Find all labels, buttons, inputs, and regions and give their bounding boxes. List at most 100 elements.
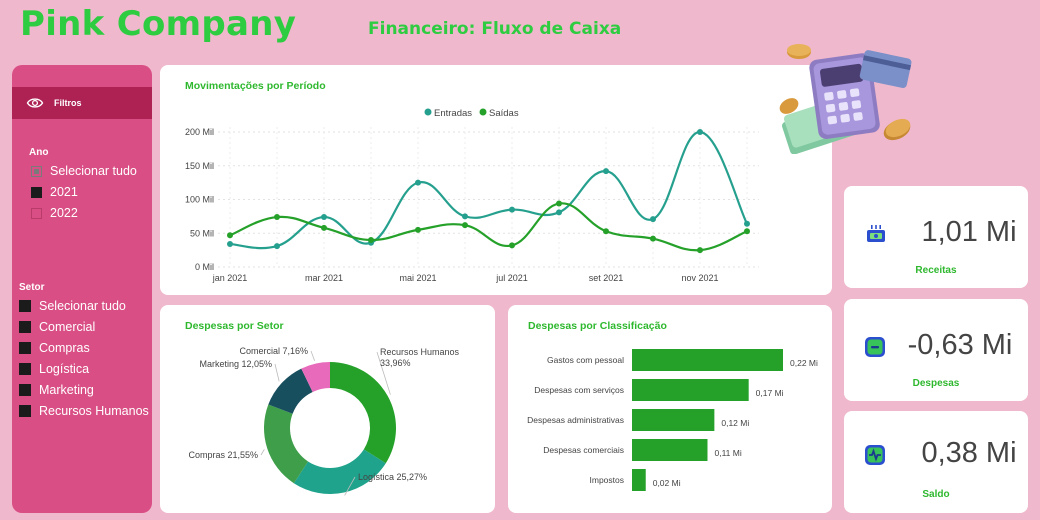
y-tick-label: 200 Mil [185, 127, 214, 137]
page-subtitle: Financeiro: Fluxo de Caixa [368, 19, 622, 39]
data-point [603, 168, 609, 175]
donut-slice [330, 362, 396, 464]
filters-header[interactable]: Filtros [12, 87, 152, 119]
kpi-receitas-label: Receitas [915, 265, 957, 276]
kpi-receitas-value: 1,01 Mi [921, 216, 1017, 248]
checkbox-checked[interactable] [19, 300, 31, 312]
series-line [229, 202, 748, 252]
bar-value-label: 0,17 Mi [756, 388, 784, 398]
data-point [415, 179, 421, 186]
data-point [509, 242, 515, 249]
data-point [462, 222, 468, 229]
data-point [321, 224, 327, 231]
kpi-despesas-card: -0,63 Mi Despesas [844, 299, 1028, 401]
slice-label: Compras 21,55% [188, 450, 258, 460]
bar [632, 349, 783, 371]
data-point [697, 247, 703, 254]
donut-slice [268, 368, 313, 414]
bar-category-label: Despesas com serviços [534, 385, 624, 395]
kpi-despesas-value: -0,63 Mi [907, 329, 1013, 361]
page-title: Pink Company [20, 4, 297, 44]
checkbox-partial[interactable] [31, 165, 42, 177]
despesas-classificacao-bar-chart: Gastos com pessoal 0,22 Mi Despesas com se… [527, 349, 818, 491]
legend-marker [479, 108, 487, 116]
despesas-setor-donut-chart: Recursos Humanos 33,96% Logística 25,27% Co… [188, 346, 460, 496]
x-tick-label: mai 2021 [399, 273, 436, 283]
pulse-icon [865, 445, 885, 465]
setor-filter-title: Setor [19, 282, 45, 293]
setor-option-marketing[interactable]: Marketing [19, 383, 94, 397]
checkbox-empty[interactable] [31, 207, 42, 219]
data-point [697, 129, 703, 135]
y-tick-label: 50 Mil [190, 228, 214, 238]
bar-value-label: 0,11 Mi [715, 448, 742, 458]
data-point [650, 216, 656, 223]
ano-option-2021[interactable]: 2021 [31, 185, 78, 199]
checkbox-checked[interactable] [19, 405, 31, 417]
data-point [321, 214, 327, 221]
slice-label: Logística 25,27% [358, 472, 427, 482]
data-point [415, 226, 421, 233]
data-point [462, 213, 468, 220]
setor-option-select-all[interactable]: Selecionar tudo [19, 299, 126, 313]
x-tick-label: nov 2021 [681, 273, 718, 283]
x-tick-label: mar 2021 [305, 273, 343, 283]
filters-label: Filtros [54, 98, 82, 108]
legend-label: Saídas [489, 108, 519, 119]
bar-category-label: Despesas administrativas [527, 415, 624, 425]
setor-option-logistica[interactable]: Logística [19, 362, 89, 376]
label-leader [344, 476, 356, 496]
y-tick-label: 100 Mil [185, 195, 214, 205]
kpi-receitas-card: 1,01 Mi Receitas [844, 186, 1028, 288]
data-point [227, 241, 233, 248]
label-leader [274, 363, 280, 382]
checkbox-checked[interactable] [19, 342, 31, 354]
checkbox-checked[interactable] [19, 363, 31, 375]
legend-label: Entradas [434, 108, 472, 119]
data-point [650, 235, 656, 242]
movimentacoes-card: Movimentações por Período 0 Mil 50 Mil 100… [160, 65, 832, 295]
filters-panel: Filtros Ano Selecionar tudo 2021 2022 Se… [12, 65, 152, 513]
slice-label-line: Recursos Humanos [380, 347, 460, 357]
despesas-classificacao-card: Despesas por Classificação Gastos com pe… [508, 305, 832, 513]
bar [632, 409, 715, 431]
x-tick-label: jul 2021 [495, 273, 528, 283]
data-point [509, 206, 515, 213]
x-tick-label: jan 2021 [212, 273, 248, 283]
checkbox-checked[interactable] [19, 321, 31, 333]
slice-label: Recursos Humanos 33,96% [380, 347, 460, 368]
data-point [744, 220, 750, 227]
y-tick-label: 150 Mil [185, 161, 214, 171]
slice-label: Marketing 12,05% [199, 359, 272, 369]
y-tick-label: 0 Mil [195, 262, 214, 272]
eye-icon [26, 98, 44, 108]
kpi-saldo-value: 0,38 Mi [921, 437, 1017, 469]
despesas-setor-card: Despesas por Setor Recursos Humanos 33,96… [160, 305, 495, 513]
ano-option-select-all[interactable]: Selecionar tudo [31, 164, 137, 178]
bar-value-label: 0,22 Mi [790, 358, 818, 368]
bar [632, 439, 708, 461]
data-point [744, 228, 750, 235]
label-leader [376, 351, 391, 395]
data-point [556, 200, 562, 207]
x-tick-label: set 2021 [589, 273, 624, 283]
donut-slice [301, 362, 330, 392]
setor-option-recursos-humanos[interactable]: Recursos Humanos [19, 404, 149, 418]
movimentacoes-line-chart: 0 Mil 50 Mil 100 Mil 150 Mil 200 Mil jan 2021… [185, 108, 759, 283]
slice-label: Comercial 7,16% [239, 346, 308, 356]
ano-option-2022[interactable]: 2022 [31, 206, 78, 220]
donut-slice [264, 404, 309, 484]
slice-label-line: 33,96% [380, 358, 411, 368]
series-line [229, 130, 748, 250]
despesas-classificacao-title: Despesas por Classificação [528, 320, 667, 332]
calculator-money-illustration [779, 44, 912, 154]
setor-option-compras[interactable]: Compras [19, 341, 90, 355]
setor-option-comercial[interactable]: Comercial [19, 320, 95, 334]
checkbox-checked[interactable] [31, 186, 42, 198]
checkbox-checked[interactable] [19, 384, 31, 396]
kpi-despesas-label: Despesas [912, 378, 960, 389]
label-leader [260, 449, 265, 456]
money-icon [867, 225, 885, 242]
bar-value-label: 0,02 Mi [653, 478, 681, 488]
data-point [274, 243, 280, 250]
